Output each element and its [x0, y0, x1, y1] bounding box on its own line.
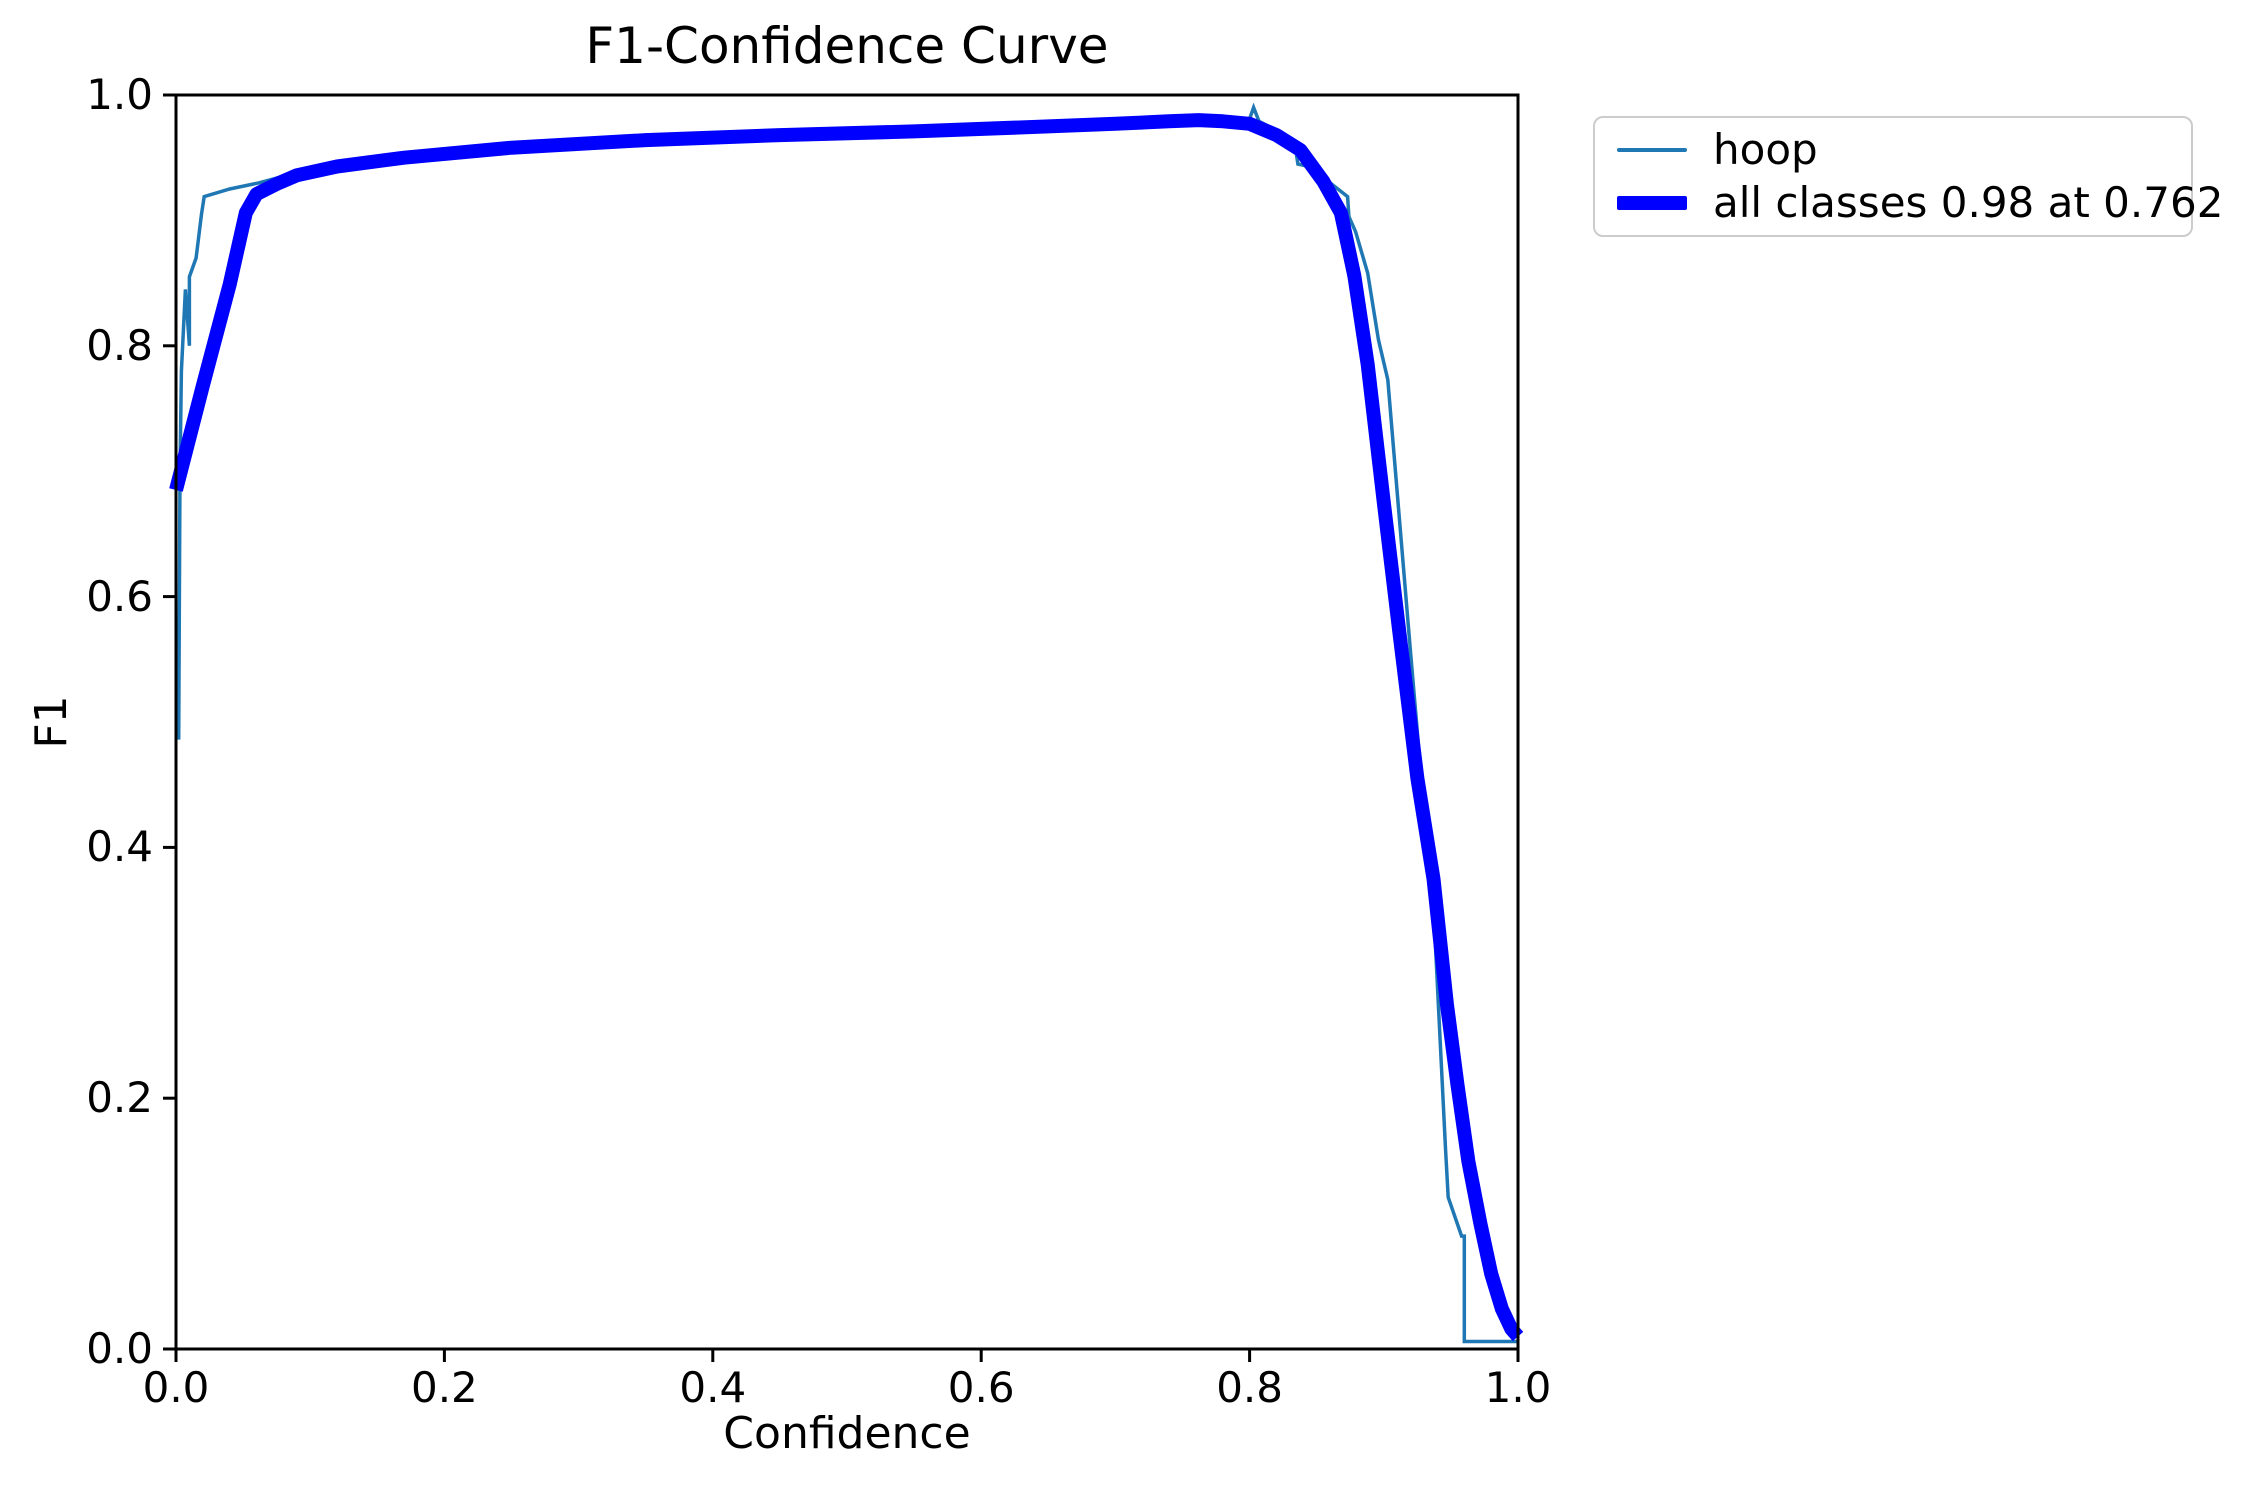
y-tick-label: 1.0: [86, 70, 153, 119]
x-tick-label: 1.0: [1484, 1363, 1552, 1412]
legend-item-hoop: hoop: [1617, 125, 2169, 175]
y-tick-label: 0.2: [86, 1073, 153, 1123]
legend: hoop all classes 0.98 at 0.762: [1593, 116, 2223, 237]
curve-all-classes: [169, 113, 1524, 1342]
legend-item-all-classes: all classes 0.98 at 0.762: [1617, 178, 2223, 228]
y-axis-label: F1: [26, 695, 77, 749]
x-tick-label: 0.6: [947, 1363, 1015, 1412]
legend-label-hoop: hoop: [1713, 125, 1818, 174]
x-tick-label: 0.8: [1216, 1363, 1283, 1412]
x-tick-label: 0.4: [679, 1363, 747, 1412]
chart-title: F1-Confidence Curve: [585, 17, 1109, 75]
axes-spines: [174, 93, 1520, 1351]
y-tick-label: 0.8: [86, 320, 153, 370]
legend-line-sample-all-classes: [1617, 196, 1687, 210]
legend-line-sample-hoop: [1617, 148, 1687, 152]
curve-hoop: [176, 102, 1518, 1344]
x-axis-label: Confidence: [723, 1408, 971, 1459]
y-tick-label: 0.0: [86, 1324, 153, 1373]
y-tick-label: 0.4: [86, 822, 153, 872]
x-tick-label: 0.0: [142, 1363, 210, 1412]
x-tick-label: 0.2: [410, 1363, 478, 1412]
legend-label-all-classes: all classes 0.98 at 0.762: [1713, 178, 2224, 227]
y-tick-label: 0.6: [86, 571, 153, 621]
